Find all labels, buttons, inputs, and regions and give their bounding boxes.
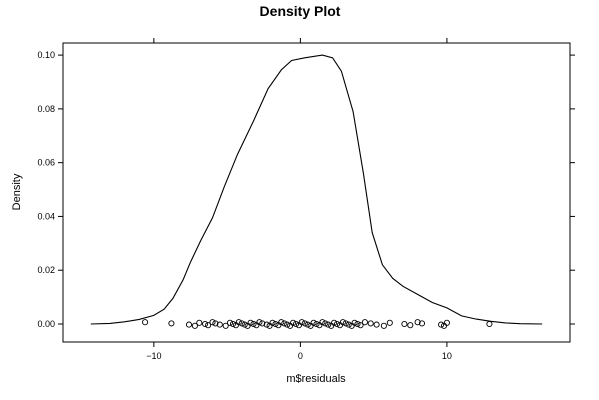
rug-point	[196, 319, 203, 326]
rug-point	[202, 320, 209, 328]
y-tick-label: 0.08	[37, 104, 55, 114]
rug-point	[361, 319, 368, 326]
rug-point	[191, 322, 198, 329]
rug-point	[345, 321, 352, 328]
rug-point	[272, 320, 279, 328]
y-tick-labels: 0.00 0.02 0.04 0.06 0.08 0.10	[37, 50, 55, 329]
rug-point	[386, 319, 393, 326]
rug-point	[301, 320, 308, 327]
rug-point	[407, 322, 414, 329]
rug-point	[226, 319, 234, 326]
rug-point	[328, 322, 335, 329]
rug-point	[443, 319, 450, 326]
x-axis-label: m$residuals	[286, 373, 346, 385]
rug-point	[235, 319, 242, 326]
rug-point	[310, 319, 317, 326]
rug-point	[331, 319, 338, 326]
rug-point	[348, 322, 355, 329]
axis-ticks	[58, 38, 575, 347]
rug-point	[401, 320, 408, 328]
x-tick-label: 0	[298, 351, 303, 361]
rug-point	[209, 319, 216, 326]
rug-point	[339, 319, 346, 326]
rug-point	[256, 319, 263, 326]
y-tick-label: 0.02	[37, 265, 55, 275]
rug-point	[205, 322, 212, 329]
rug-point	[212, 320, 219, 327]
rug-point	[380, 322, 387, 329]
rug-point	[342, 320, 349, 327]
rug-point	[281, 320, 288, 327]
plot-frame	[62, 42, 571, 343]
rug-point	[241, 321, 248, 328]
x-tick-label: 10	[442, 351, 452, 361]
rug-point	[284, 321, 291, 328]
rug-point	[304, 321, 311, 328]
rug-point	[357, 322, 364, 329]
chart-title: Density Plot	[260, 3, 341, 19]
rug-point	[438, 321, 445, 328]
y-tick-label: 0.04	[37, 211, 55, 221]
rug-point	[354, 320, 361, 328]
rug-point	[216, 321, 223, 328]
rug-point	[238, 320, 245, 327]
rug-point	[250, 320, 257, 328]
rug-point	[373, 321, 380, 328]
rug-point	[418, 320, 426, 327]
y-axis-label: Density	[11, 173, 23, 210]
rug-point	[414, 319, 421, 326]
y-tick-label: 0.06	[37, 158, 55, 168]
rug-point	[263, 321, 270, 328]
rug-point	[168, 320, 175, 327]
rug-point	[351, 319, 358, 326]
x-tick-labels: −10 0 10	[146, 351, 452, 361]
rug-point	[142, 319, 149, 326]
y-tick-label: 0.00	[37, 319, 55, 329]
rug-point	[269, 319, 276, 326]
rug-point	[222, 322, 229, 329]
rug-point	[325, 321, 332, 328]
rug-points	[142, 319, 493, 329]
rug-point	[319, 319, 326, 326]
rug-point	[247, 319, 254, 326]
x-tick-label: −10	[146, 351, 161, 361]
rug-point	[185, 321, 193, 328]
rug-point	[322, 320, 329, 327]
rug-point	[292, 320, 300, 328]
rug-point	[486, 320, 493, 328]
rug-point	[259, 320, 266, 327]
rug-point	[367, 320, 374, 327]
y-tick-label: 0.10	[37, 50, 55, 60]
rug-point	[298, 319, 305, 326]
rug-point	[229, 320, 237, 328]
rug-point	[333, 320, 341, 328]
rug-point	[290, 319, 297, 326]
rug-point	[278, 319, 285, 326]
rug-point	[313, 320, 320, 328]
density-curve	[90, 54, 543, 325]
